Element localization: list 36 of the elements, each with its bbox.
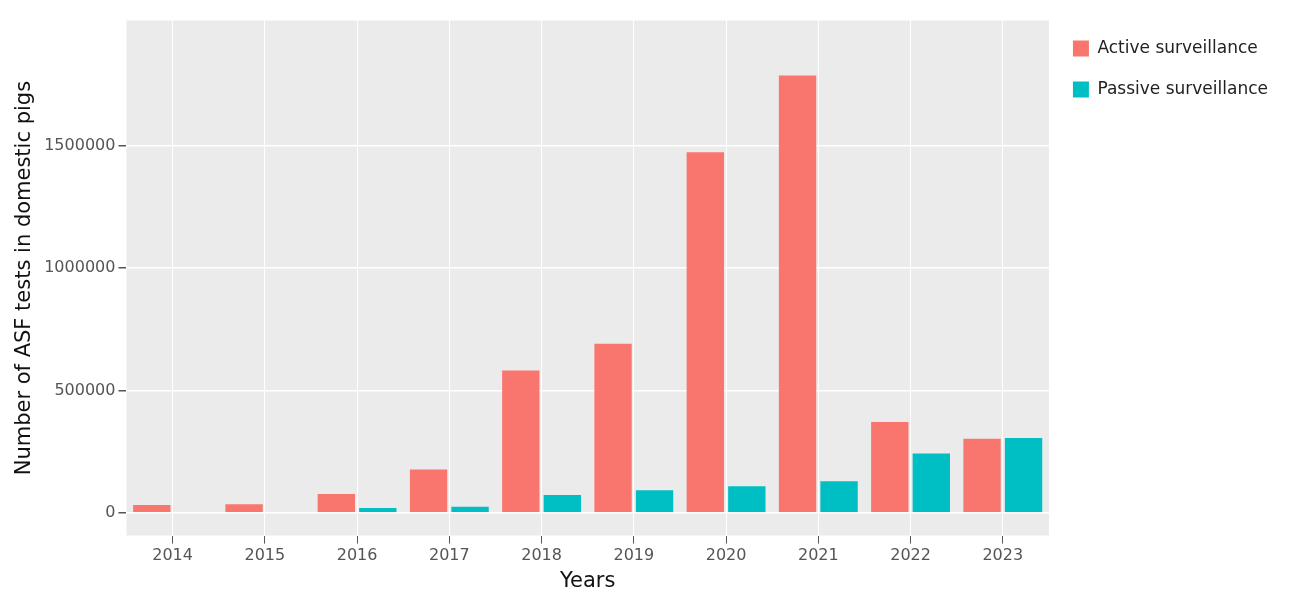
bar bbox=[912, 453, 950, 513]
bar bbox=[594, 343, 632, 513]
bar bbox=[635, 490, 674, 513]
bar bbox=[225, 504, 263, 513]
bar bbox=[451, 506, 489, 513]
x-tick-label: 2018 bbox=[521, 545, 562, 565]
x-tick-label: 2014 bbox=[152, 545, 193, 565]
bar bbox=[963, 438, 1001, 513]
bar bbox=[686, 152, 724, 513]
y-tick-label: 0 bbox=[105, 501, 116, 521]
legend-label: Active surveillance bbox=[1097, 36, 1258, 57]
x-tick-label: 2015 bbox=[244, 545, 286, 565]
x-tick-label: 2021 bbox=[797, 545, 839, 565]
bar bbox=[728, 486, 766, 513]
bar bbox=[778, 75, 817, 513]
x-tick-label: 2019 bbox=[613, 545, 655, 565]
bar bbox=[359, 507, 397, 513]
x-tick-label: 2016 bbox=[336, 545, 378, 565]
bar bbox=[317, 493, 355, 513]
y-tick-label: 1000000 bbox=[44, 257, 116, 277]
y-tick-label: 500000 bbox=[54, 379, 116, 399]
x-tick-label: 2020 bbox=[705, 545, 747, 565]
legend-label: Passive surveillance bbox=[1097, 77, 1269, 98]
bar bbox=[543, 494, 582, 513]
bar bbox=[871, 421, 909, 513]
x-tick-label: 2023 bbox=[982, 545, 1024, 565]
bar bbox=[502, 370, 540, 513]
bar bbox=[1004, 437, 1043, 513]
bar bbox=[133, 504, 171, 513]
x-tick-label: 2022 bbox=[890, 545, 931, 565]
bar bbox=[820, 481, 858, 513]
bar bbox=[409, 469, 448, 513]
y-axis-title: Number of ASF tests in domestic pigs bbox=[11, 80, 36, 476]
x-axis-title: Years bbox=[558, 567, 616, 592]
y-tick-label: 1500000 bbox=[44, 134, 116, 154]
x-tick-label: 2017 bbox=[428, 545, 470, 565]
